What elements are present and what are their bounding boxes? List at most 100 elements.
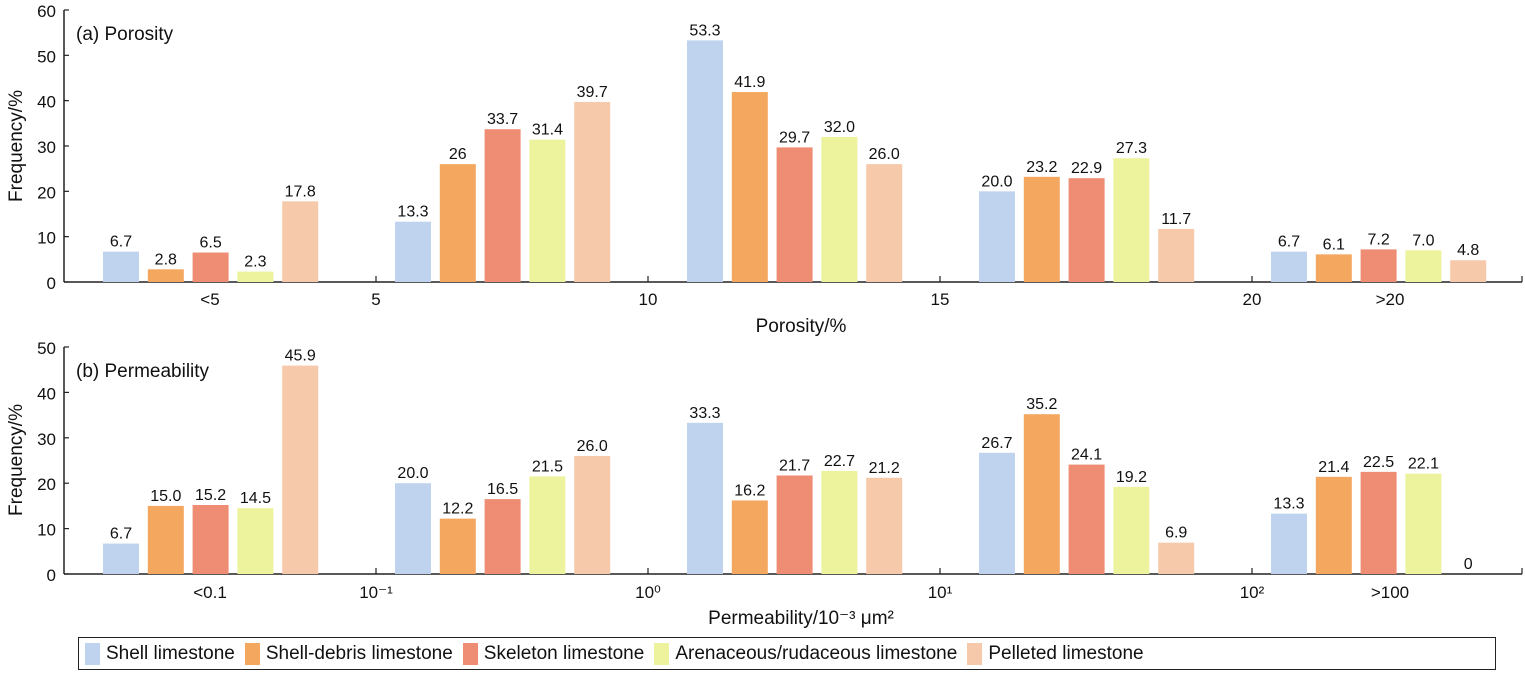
bar	[103, 251, 139, 282]
data-label: 22.1	[1408, 456, 1439, 473]
legend-swatch	[654, 642, 670, 665]
y-tick-label: 0	[47, 566, 56, 585]
y-tick-label: 30	[37, 138, 56, 157]
x-tick-label: 5	[371, 290, 380, 309]
bar	[776, 475, 813, 574]
data-label: 20.0	[397, 465, 428, 482]
legend-label: Shell limestone	[106, 642, 235, 664]
y-tick-label: 40	[37, 93, 56, 112]
bar	[282, 365, 319, 574]
legend-item-skeleton: Skeleton limestone	[462, 642, 645, 665]
x-tick-label: 10	[639, 290, 658, 309]
data-label: 31.4	[532, 122, 563, 139]
bar	[776, 147, 813, 282]
data-label: 13.3	[397, 204, 428, 221]
x-tick-label: 15	[931, 290, 950, 309]
bar	[731, 500, 768, 574]
y-tick-label: 0	[47, 274, 56, 293]
bar	[574, 455, 611, 574]
bar	[282, 201, 319, 282]
legend-item-shell-debris: Shell-debris limestone	[244, 642, 453, 665]
x-tick-label: 10⁻¹	[359, 583, 393, 602]
data-label: 33.7	[487, 111, 518, 128]
x-tick-label: <5	[200, 290, 219, 309]
bar	[147, 505, 184, 574]
legend-item-pelleted: Pelleted limestone	[967, 642, 1144, 665]
data-label: 26.0	[869, 146, 900, 163]
bar	[439, 518, 476, 574]
data-label: 6.7	[1278, 234, 1300, 251]
x-tick-label: 10⁰	[635, 583, 661, 602]
data-label: 33.3	[689, 405, 720, 422]
data-label: 14.5	[240, 490, 271, 507]
data-label: 6.7	[110, 234, 132, 251]
bar	[529, 139, 566, 282]
legend-label: Skeleton limestone	[483, 642, 645, 664]
data-label: 16.5	[487, 481, 518, 498]
x-tick-label: >100	[1371, 583, 1409, 602]
data-label: 29.7	[779, 129, 810, 146]
data-label: 15.2	[195, 487, 226, 504]
y-tick-label: 60	[37, 2, 56, 21]
legend: Shell limestone Shell-debris limestone S…	[78, 637, 1496, 670]
y-axis-title: Frequency/%	[6, 90, 27, 202]
data-label: 7.2	[1367, 231, 1389, 248]
x-tick-label: 20	[1243, 290, 1262, 309]
data-label: 0	[1464, 556, 1473, 573]
bar	[1271, 513, 1307, 574]
legend-swatch	[967, 642, 983, 665]
bar	[395, 483, 431, 574]
bar	[1158, 542, 1195, 574]
bar	[979, 191, 1015, 282]
bar	[1405, 250, 1442, 282]
bar	[574, 102, 611, 282]
y-tick-label: 50	[37, 47, 56, 66]
y-tick-label: 20	[37, 183, 56, 202]
y-tick-label: 10	[37, 229, 56, 248]
data-label: 26	[449, 146, 467, 163]
data-label: 21.5	[532, 458, 563, 475]
bar	[192, 504, 229, 574]
data-label: 6.7	[110, 526, 132, 543]
bar	[529, 476, 566, 574]
x-axis-title: Porosity/%	[756, 316, 847, 337]
x-axis-title: Permeability/10⁻³ μm²	[708, 608, 894, 629]
bar	[103, 543, 139, 574]
legend-label: Pelleted limestone	[988, 642, 1144, 664]
bar	[979, 452, 1015, 574]
bar	[821, 136, 858, 282]
data-label: 2.3	[244, 254, 266, 271]
data-label: 17.8	[285, 183, 316, 200]
bar	[687, 40, 723, 282]
bar	[1405, 473, 1442, 574]
bar	[1315, 476, 1352, 574]
bar	[1068, 464, 1105, 574]
data-label: 15.0	[150, 488, 181, 505]
data-label: 2.8	[155, 251, 177, 268]
data-label: 45.9	[285, 348, 316, 365]
data-label: 22.7	[824, 453, 855, 470]
data-label: 6.5	[199, 235, 221, 252]
bar	[1113, 158, 1150, 282]
bar	[1023, 414, 1060, 574]
bar	[731, 92, 768, 282]
bar	[395, 221, 431, 282]
legend-label: Shell-debris limestone	[265, 642, 453, 664]
data-label: 4.8	[1457, 242, 1479, 259]
data-label: 6.9	[1165, 525, 1187, 542]
legend-item-arenaceous: Arenaceous/rudaceous limestone	[654, 642, 957, 665]
bar	[866, 164, 903, 282]
bar	[1360, 249, 1397, 282]
bar	[1023, 176, 1060, 282]
y-tick-label: 40	[37, 384, 56, 403]
y-tick-label: 10	[37, 521, 56, 540]
bar	[1360, 471, 1397, 574]
data-label: 32.0	[824, 119, 855, 136]
bar	[484, 129, 521, 282]
y-tick-label: 50	[37, 339, 56, 358]
panel-title: (a) Porosity	[76, 24, 174, 45]
x-tick-label: 10¹	[928, 583, 953, 602]
bar	[687, 422, 723, 574]
data-label: 26.0	[577, 438, 608, 455]
